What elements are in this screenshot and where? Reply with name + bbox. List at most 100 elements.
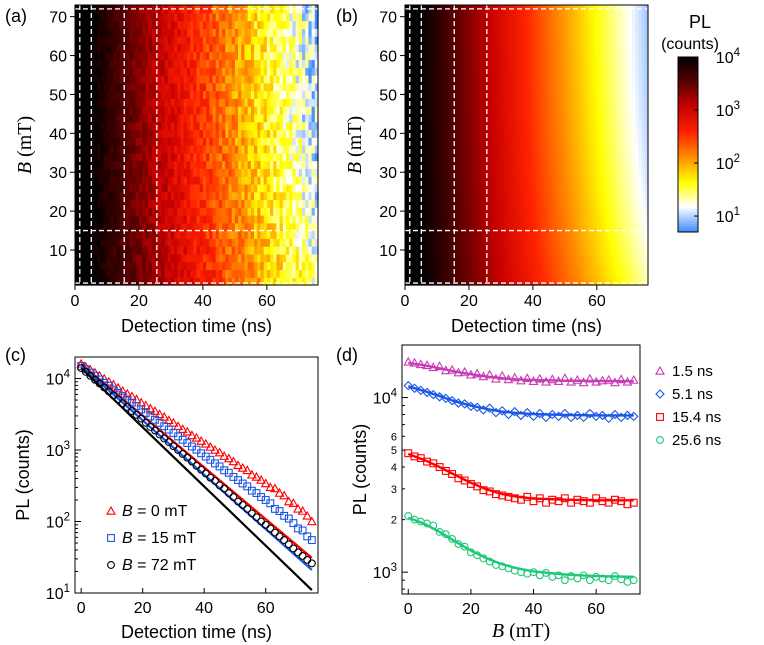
- heatmap-cell: [273, 129, 278, 138]
- heatmap-cell: [183, 230, 188, 239]
- heatmap-cell: [113, 113, 118, 123]
- heatmap-cell: [199, 51, 204, 61]
- heatmap-cell: [625, 113, 630, 123]
- heatmap-cell: [167, 160, 172, 169]
- heatmap-cell: [218, 152, 223, 162]
- heatmap-cell: [587, 113, 592, 123]
- heatmap-cell: [190, 238, 194, 247]
- heatmap-cell: [196, 90, 201, 99]
- heatmap-cell: [225, 191, 230, 201]
- heatmap-cell: [298, 152, 303, 162]
- heatmap-cell: [225, 82, 230, 92]
- heatmap-cell: [110, 106, 114, 115]
- heatmap-cell: [206, 36, 210, 45]
- heatmap-cell: [97, 199, 102, 208]
- heatmap-cell: [180, 199, 185, 208]
- heatmap-cell: [452, 246, 457, 255]
- heatmap-cell: [186, 160, 191, 169]
- heatmap-cell: [193, 12, 198, 22]
- heatmap-cell: [263, 230, 268, 239]
- heatmap-cell: [561, 168, 566, 177]
- heatmap-cell: [295, 82, 300, 92]
- heatmap-cell: [622, 176, 627, 185]
- heatmap-cell: [126, 106, 130, 115]
- heatmap-cell: [488, 152, 492, 162]
- heatmap-cell: [619, 253, 624, 263]
- heatmap-cell: [305, 191, 310, 201]
- heatmap-cell: [250, 215, 255, 224]
- heatmap-cell: [154, 230, 159, 239]
- heatmap-cell: [183, 246, 188, 255]
- heatmap-cell: [603, 277, 608, 286]
- heatmap-cell: [266, 222, 271, 232]
- heatmap-cell: [539, 59, 544, 68]
- heatmap-cell: [308, 183, 313, 193]
- heatmap-cell: [206, 277, 210, 286]
- heatmap-cell: [279, 113, 284, 123]
- heatmap-cell: [174, 82, 178, 92]
- heatmap-cell: [475, 238, 480, 247]
- heatmap-cell: [75, 261, 79, 271]
- heatmap-cell: [106, 51, 111, 61]
- heatmap-cell: [411, 207, 416, 216]
- heatmap-cell: [635, 121, 640, 131]
- heatmap-cell: [472, 253, 476, 263]
- heatmap-cell: [158, 90, 162, 99]
- heatmap-cell: [234, 269, 239, 278]
- heatmap-cell: [158, 75, 162, 84]
- heatmap-cell: [472, 176, 476, 185]
- heatmap-cell: [151, 277, 156, 286]
- heatmap-cell: [440, 160, 444, 169]
- heatmap-cell: [635, 261, 640, 271]
- heatmap-cell: [596, 176, 601, 185]
- heatmap-cell: [238, 145, 242, 154]
- heatmap-cell: [100, 98, 105, 107]
- heatmap-cell: [138, 20, 143, 29]
- heatmap-cell: [289, 106, 294, 115]
- heatmap-cell: [504, 176, 508, 185]
- heatmap-cell: [138, 12, 143, 22]
- heatmap-cell: [443, 168, 448, 177]
- heatmap-cell: [100, 113, 105, 123]
- heatmap-cell: [616, 207, 620, 216]
- heatmap-cell: [206, 67, 210, 76]
- heatmap-cell: [186, 51, 191, 61]
- heatmap-cell: [174, 43, 178, 53]
- heatmap-cell: [443, 98, 448, 107]
- heatmap-cell: [295, 253, 300, 263]
- heatmap-cell: [465, 183, 470, 193]
- heatmap-cell: [266, 82, 271, 92]
- heatmap-cell: [603, 98, 608, 107]
- heatmap-cell: [632, 207, 636, 216]
- heatmap-cell: [97, 67, 102, 76]
- heatmap-cell: [218, 36, 223, 45]
- heatmap-cell: [500, 199, 505, 208]
- heatmap-cell: [520, 222, 524, 232]
- heatmap-cell: [596, 168, 601, 177]
- heatmap-cell: [609, 215, 614, 224]
- heatmap-cell: [138, 269, 143, 278]
- heatmap-cell: [148, 269, 153, 278]
- heatmap-cell: [148, 28, 153, 37]
- heatmap-cell: [228, 238, 233, 247]
- heatmap-cell: [420, 222, 425, 232]
- heatmap-cell: [424, 261, 428, 271]
- heatmap-cell: [603, 90, 608, 99]
- heatmap-cell: [468, 253, 473, 263]
- heatmap-cell: [504, 246, 508, 255]
- heatmap-cell: [286, 152, 290, 162]
- heatmap-cell: [94, 168, 98, 177]
- heatmap-cell: [596, 145, 601, 154]
- heatmap-cell: [87, 51, 92, 61]
- heatmap-cell: [273, 176, 278, 185]
- heatmap-cell: [405, 261, 409, 271]
- heatmap-cell: [100, 106, 105, 115]
- heatmap-cell: [206, 215, 210, 224]
- heatmap-cell: [154, 246, 159, 255]
- heatmap-cell: [180, 75, 185, 84]
- heatmap-cell: [638, 98, 643, 107]
- heatmap-cell: [84, 152, 89, 162]
- heatmap-cell: [308, 261, 313, 271]
- heatmap-cell: [116, 160, 121, 169]
- heatmap-cell: [276, 183, 281, 193]
